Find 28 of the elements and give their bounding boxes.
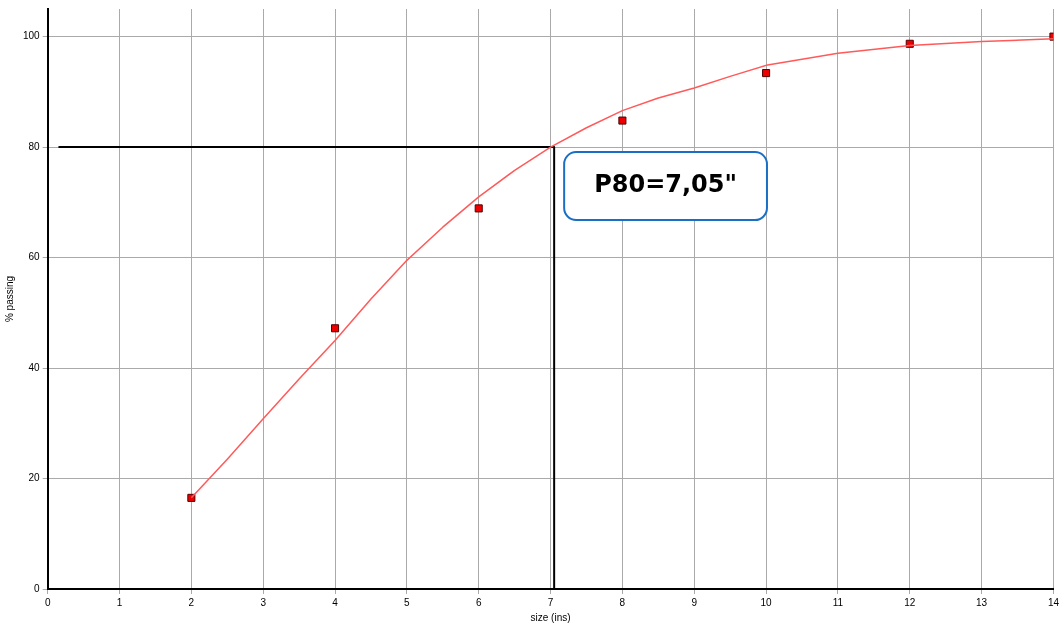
annotation: P80=7,05" bbox=[594, 170, 737, 199]
x-tick-label: 14 bbox=[1047, 596, 1060, 608]
x-tick-label: 8 bbox=[619, 596, 626, 608]
point bbox=[762, 69, 771, 78]
x-tick-label: 10 bbox=[760, 596, 773, 608]
y-tick-label: 0 bbox=[34, 582, 41, 594]
y-axis-title: % passing bbox=[3, 275, 15, 323]
x-tick-label: 7 bbox=[547, 596, 554, 608]
x-tick-label: 4 bbox=[332, 596, 339, 608]
x-tick-label: 2 bbox=[188, 596, 195, 608]
x-tick-label: 11 bbox=[832, 596, 844, 608]
point bbox=[618, 116, 627, 125]
y-tick-label: 80 bbox=[28, 140, 41, 152]
y-tick-label: 100 bbox=[23, 30, 41, 42]
point bbox=[474, 204, 483, 213]
x-tick-label: 12 bbox=[904, 596, 916, 608]
x-tick-label: 5 bbox=[404, 596, 411, 608]
x-tick-label: 0 bbox=[44, 596, 51, 608]
x-tick-label: 6 bbox=[475, 596, 482, 608]
x-axis-title: size (ins) bbox=[530, 611, 571, 623]
y-tick-label: 40 bbox=[28, 361, 41, 373]
x-tick-label: 1 bbox=[116, 596, 123, 608]
x-tick-label: 3 bbox=[260, 596, 267, 608]
y-tick-label: 20 bbox=[28, 472, 41, 484]
y-tick-label: 60 bbox=[28, 251, 41, 263]
point bbox=[331, 324, 340, 333]
x-tick-label: 13 bbox=[976, 596, 988, 608]
x-tick-label: 9 bbox=[691, 596, 698, 608]
